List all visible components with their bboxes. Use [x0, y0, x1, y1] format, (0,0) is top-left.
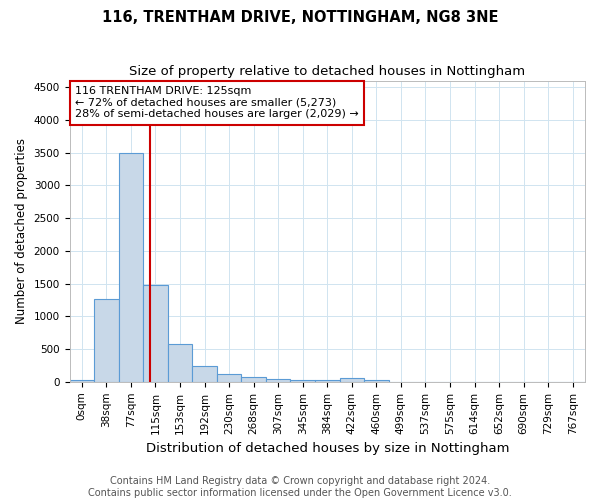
- Bar: [192, 366, 217, 382]
- Y-axis label: Number of detached properties: Number of detached properties: [15, 138, 28, 324]
- Bar: [94, 298, 119, 382]
- Bar: [340, 378, 364, 382]
- Bar: [168, 344, 192, 382]
- X-axis label: Distribution of detached houses by size in Nottingham: Distribution of detached houses by size …: [146, 442, 509, 455]
- Text: Contains HM Land Registry data © Crown copyright and database right 2024.
Contai: Contains HM Land Registry data © Crown c…: [88, 476, 512, 498]
- Bar: [70, 380, 94, 382]
- Bar: [143, 285, 168, 382]
- Bar: [315, 380, 340, 382]
- Title: Size of property relative to detached houses in Nottingham: Size of property relative to detached ho…: [129, 65, 526, 78]
- Text: 116 TRENTHAM DRIVE: 125sqm
← 72% of detached houses are smaller (5,273)
28% of s: 116 TRENTHAM DRIVE: 125sqm ← 72% of deta…: [75, 86, 359, 120]
- Bar: [364, 380, 389, 382]
- Bar: [217, 374, 241, 382]
- Bar: [290, 380, 315, 382]
- Bar: [119, 152, 143, 382]
- Bar: [266, 379, 290, 382]
- Bar: [241, 377, 266, 382]
- Text: 116, TRENTHAM DRIVE, NOTTINGHAM, NG8 3NE: 116, TRENTHAM DRIVE, NOTTINGHAM, NG8 3NE: [102, 10, 498, 25]
